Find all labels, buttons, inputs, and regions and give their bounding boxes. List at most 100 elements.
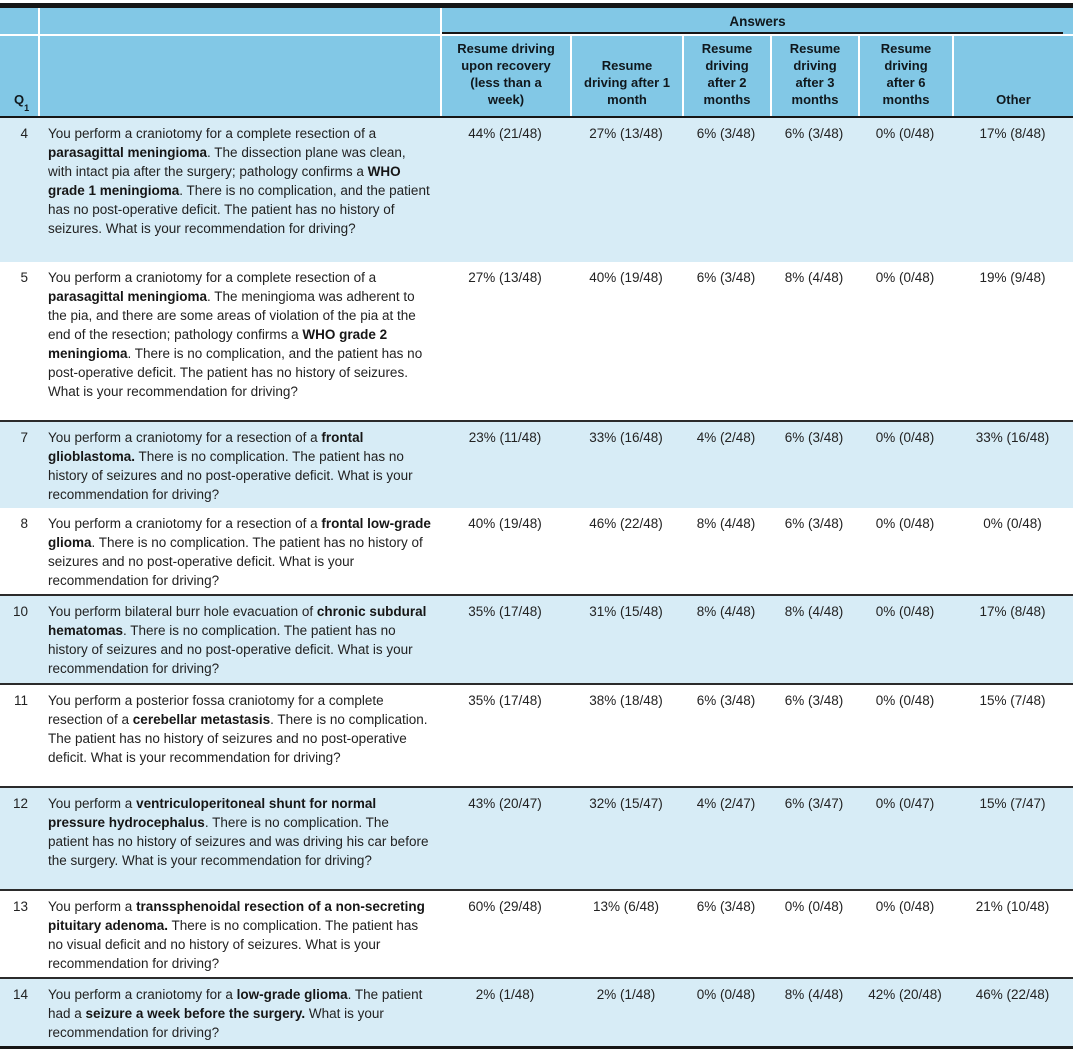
- table-row-q10: 10 You perform bilateral burr hole evacu…: [0, 594, 1073, 683]
- answer-value: 44% (21/48): [468, 126, 542, 141]
- question-segment: You perform a craniotomy for a complete …: [48, 126, 377, 141]
- question-segment: You perform a posterior fossa craniotomy…: [48, 693, 384, 727]
- question-bold-term: seizure a week before the surgery.: [85, 1006, 306, 1021]
- question-number: 13: [12, 899, 28, 914]
- answer-value: 0% (0/48): [784, 899, 844, 914]
- answer-value: 8% (4/48): [696, 516, 756, 531]
- answer-value: 46% (22/48): [975, 987, 1050, 1002]
- answers-header: Answers: [440, 8, 1073, 34]
- answer-value: 6% (3/48): [784, 126, 844, 141]
- answer-value: 6% (3/47): [784, 796, 844, 811]
- answer-value: 0% (0/47): [875, 796, 935, 811]
- question-segment: You perform a: [48, 899, 137, 914]
- answer-value: 40% (19/48): [589, 270, 663, 285]
- question-segment: You perform a craniotomy for a: [48, 987, 237, 1002]
- table-row-q14: 14 You perform a craniotomy for a low-gr…: [0, 977, 1073, 1046]
- question-number: 12: [12, 796, 28, 811]
- answer-value: 8% (4/48): [696, 604, 756, 619]
- answer-value: 8% (4/48): [784, 604, 844, 619]
- answer-value: 0% (0/48): [696, 987, 756, 1002]
- answers-label: Answers: [729, 13, 786, 29]
- answer-value: 4% (2/47): [696, 796, 756, 811]
- answer-value: 60% (29/48): [468, 899, 542, 914]
- answer-value: 0% (0/48): [983, 516, 1042, 531]
- question-segment: . The dissection plane was clean, with i…: [48, 145, 406, 179]
- answer-value: 23% (11/48): [468, 430, 542, 445]
- question-segment: You perform bilateral burr hole evacuati…: [48, 604, 317, 619]
- table-row-q4: 4 You perform a craniotomy for a complet…: [0, 118, 1073, 262]
- question-segment: . There is no complication. The patient …: [48, 712, 428, 765]
- table-row-q11: 11 You perform a posterior fossa craniot…: [0, 683, 1073, 786]
- question-text: You perform a craniotomy for a resection…: [38, 422, 440, 508]
- question-segment: . The meningioma was adherent to the pia…: [48, 289, 416, 342]
- column-header-recovery-week: Resume driving upon recovery (less than …: [440, 34, 570, 116]
- answer-value: 2% (1/48): [475, 987, 535, 1002]
- answer-value: 0% (0/48): [875, 899, 935, 914]
- question-text: You perform a transsphenoidal resection …: [38, 891, 440, 977]
- question-number: 10: [12, 604, 28, 619]
- table-row-q12: 12 You perform a ventriculoperitoneal sh…: [0, 786, 1073, 889]
- answer-value: 32% (15/47): [589, 796, 663, 811]
- answers-underline-rule: [442, 32, 1063, 34]
- answer-value: 33% (16/48): [975, 430, 1050, 445]
- question-text: You perform a craniotomy for a low-grade…: [38, 979, 440, 1046]
- question-bold-term: transsphenoidal resection of a non-secre…: [48, 899, 425, 933]
- question-number: 11: [13, 693, 28, 708]
- question-number: 8: [20, 516, 28, 531]
- question-segment: . There is no complication, and the pati…: [48, 183, 430, 236]
- answer-value: 17% (8/48): [979, 126, 1046, 141]
- answer-value: 35% (17/48): [468, 693, 542, 708]
- question-text: You perform a ventriculoperitoneal shunt…: [38, 788, 440, 889]
- answer-value: 0% (0/48): [875, 693, 935, 708]
- question-bold-term: frontal glioblastoma.: [48, 430, 364, 464]
- question-segment: You perform a craniotomy for a complete …: [48, 270, 377, 285]
- column-header-1-month: Resume driving after 1 month: [570, 34, 682, 116]
- answer-value: 15% (7/47): [979, 796, 1046, 811]
- answer-value: 46% (22/48): [589, 516, 663, 531]
- question-bold-term: ventriculoperitoneal shunt for normal pr…: [48, 796, 377, 830]
- table-row-q7: 7 You perform a craniotomy for a resecti…: [0, 420, 1073, 508]
- question-segment: There is no complication. The patient ha…: [48, 918, 419, 971]
- answer-value: 27% (13/48): [589, 126, 663, 141]
- question-segment: You perform a: [48, 796, 137, 811]
- answer-value: 2% (1/48): [596, 987, 656, 1002]
- answer-value: 6% (3/48): [696, 693, 756, 708]
- answer-value: 42% (20/48): [868, 987, 942, 1002]
- question-bold-term: cerebellar metastasis: [132, 712, 271, 727]
- question-number: 5: [20, 270, 28, 285]
- header-spacer: [38, 8, 440, 34]
- question-text: You perform bilateral burr hole evacuati…: [38, 596, 440, 683]
- question-segment: . There is no complication. The patient …: [48, 535, 423, 588]
- answer-value: 8% (4/48): [784, 987, 844, 1002]
- question-number: 4: [20, 126, 28, 141]
- answer-value: 21% (10/48): [975, 899, 1050, 914]
- question-segment: You perform a craniotomy for a resection…: [48, 516, 322, 531]
- question-segment: . The patient had a: [48, 987, 423, 1021]
- answer-value: 35% (17/48): [468, 604, 542, 619]
- column-header-3-months: Resume driving after 3 months: [770, 34, 858, 116]
- answer-value: 38% (18/48): [589, 693, 663, 708]
- question-bold-term: chronic subdural hematomas: [48, 604, 427, 638]
- column-header-6-months: Resume driving after 6 months: [858, 34, 952, 116]
- answer-value: 27% (13/48): [468, 270, 542, 285]
- answer-value: 15% (7/48): [979, 693, 1046, 708]
- column-header-question: [38, 34, 440, 116]
- question-segment: . There is no complication. The patient …: [48, 815, 429, 868]
- answer-value: 0% (0/48): [875, 604, 935, 619]
- question-text: You perform a craniotomy for a resection…: [38, 508, 440, 594]
- question-text: You perform a craniotomy for a complete …: [38, 262, 440, 420]
- column-header-other: Other: [952, 34, 1073, 116]
- question-bold-term: frontal low-grade glioma: [48, 516, 431, 550]
- answer-value: 6% (3/48): [784, 430, 844, 445]
- answer-value: 13% (6/48): [592, 899, 660, 914]
- answer-value: 4% (2/48): [696, 430, 756, 445]
- table-body: 4 You perform a craniotomy for a complet…: [0, 118, 1073, 1046]
- question-segment: . There is no complication, and the pati…: [48, 346, 423, 399]
- table-row-q13: 13 You perform a transsphenoidal resecti…: [0, 889, 1073, 977]
- question-segment: . There is no complication. The patient …: [48, 623, 413, 676]
- answer-value: 0% (0/48): [875, 516, 935, 531]
- answer-value: 0% (0/48): [875, 270, 935, 285]
